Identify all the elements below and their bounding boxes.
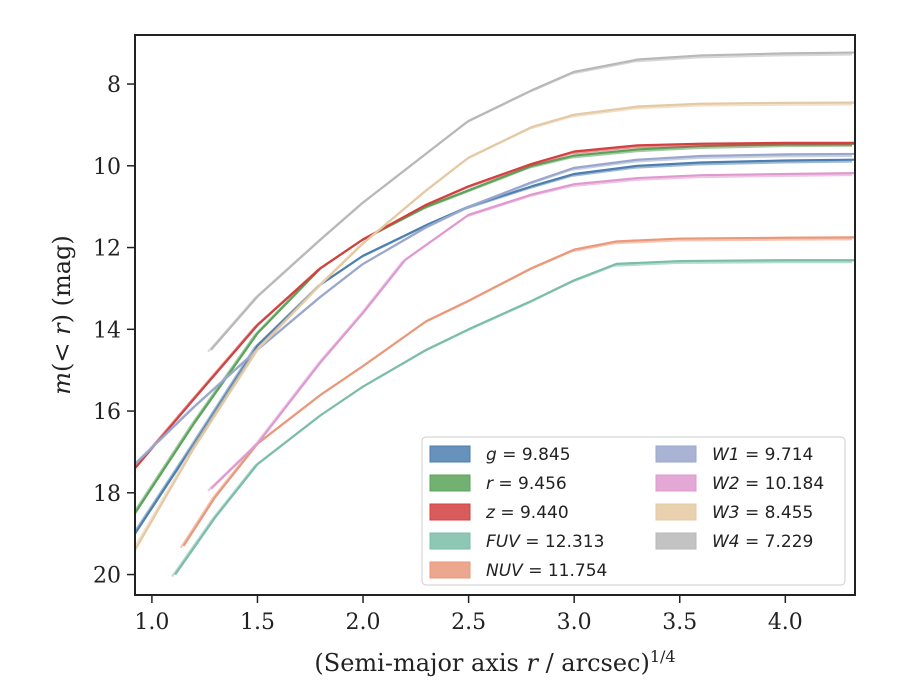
legend: g = 9.845 r = 9.456 z = 9.440 FUV = 12.313 N… (421, 436, 846, 586)
legend-label-g: g = 9.845 (486, 445, 571, 465)
series-line-w4 (210, 51, 855, 351)
y-tick-label: 14 (93, 318, 121, 343)
legend-label-r: r = 9.456 (486, 474, 567, 494)
axis-titles: (Semi-major axis r / arcsec)1/4 m(< r) (… (48, 235, 676, 677)
y-axis-title: m(< r) (mag) (48, 235, 76, 395)
legend-label-nuv: NUV = 11.754 (486, 561, 607, 581)
legend-swatch-z (429, 503, 471, 521)
legend-box (421, 436, 846, 586)
legend-label-w3: W3 = 8.455 (712, 503, 813, 523)
series-line-z-aperture (135, 143, 852, 469)
plot-frame (134, 34, 856, 596)
legend-swatch-nuv (429, 561, 471, 579)
curves-layer (135, 51, 855, 578)
x-tick-label: 4.0 (768, 610, 803, 635)
x-tick-label: 3.5 (662, 610, 697, 635)
series-line-w4-aperture (207, 53, 853, 353)
legend-swatch-w1 (655, 445, 697, 463)
y-tick-label: 16 (93, 400, 121, 425)
legend-swatch-w3 (655, 503, 697, 521)
legend-swatch-w2 (655, 474, 697, 492)
series-line-w2 (210, 172, 855, 490)
legend-swatch-r (429, 474, 471, 492)
x-tick-label: 3.0 (557, 610, 592, 635)
legend-label-w2: W2 = 10.184 (712, 474, 824, 494)
legend-label-fuv: FUV = 12.313 (486, 532, 604, 552)
series-line-w1 (135, 152, 855, 465)
y-tick-label: 20 (93, 564, 121, 589)
series-line-fuv (174, 259, 855, 576)
x-axis-title: (Semi-major axis r / arcsec)1/4 (314, 647, 675, 678)
x-tick-label: 2.0 (346, 610, 381, 635)
x-tick-label: 1.5 (240, 610, 275, 635)
y-tick-label: 8 (107, 73, 121, 98)
y-tick-label: 10 (93, 155, 121, 180)
y-tick-label: 18 (93, 482, 121, 507)
legend-swatch-fuv (429, 532, 471, 550)
legend-swatch-g (429, 445, 471, 463)
legend-label-w1: W1 = 9.714 (712, 445, 813, 465)
series-line-z (135, 141, 855, 469)
y-axis: 8 10 12 14 16 18 20 (93, 73, 135, 589)
legend-label-w4: W4 = 7.229 (712, 532, 813, 552)
series-line-w3 (135, 101, 855, 551)
y-tick-label: 12 (93, 237, 121, 262)
x-axis: 1.0 1.5 2.0 2.5 3.0 3.5 4.0 (134, 595, 803, 635)
series-line-w1-aperture (135, 154, 853, 465)
x-tick-label: 1.0 (134, 610, 169, 635)
legend-swatch-w4 (655, 532, 697, 550)
x-tick-label: 2.5 (451, 610, 486, 635)
legend-label-z: z = 9.440 (485, 503, 569, 523)
